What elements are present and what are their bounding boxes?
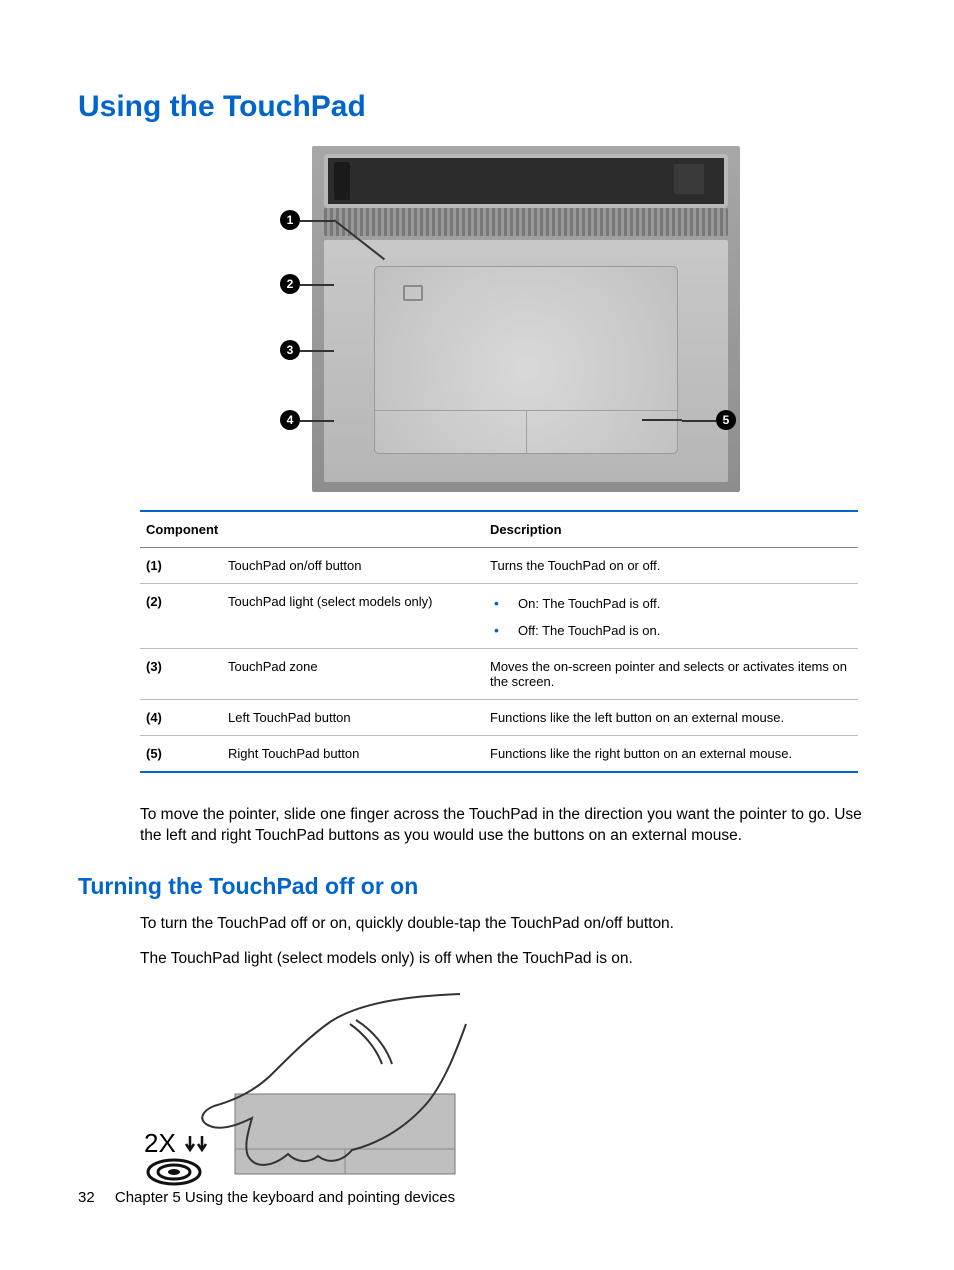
row-component: Right TouchPad button [222,736,484,773]
list-item: On: The TouchPad is off. [510,594,852,621]
table-row: (2) TouchPad light (select models only) … [140,584,858,649]
tap-label: 2X [144,1128,176,1158]
page-number: 32 [78,1189,95,1206]
row-num: (4) [140,700,222,736]
row-description: Functions like the left button on an ext… [484,700,858,736]
paragraph-doubletap: To turn the TouchPad off or on, quickly … [140,914,876,935]
callout-3: 3 [280,340,300,360]
callout-5: 5 [716,410,736,430]
row-num: (5) [140,736,222,773]
callout-1-label: 1 [287,213,294,227]
row-num: (2) [140,584,222,649]
row-description: Functions like the right button on an ex… [484,736,858,773]
subsection-title: Turning the TouchPad off or on [78,873,876,900]
keyboard-strip [324,154,728,208]
table-header-row: Component Description [140,511,858,548]
page-footer: 32 Chapter 5 Using the keyboard and poin… [78,1189,455,1206]
row-component: TouchPad light (select models only) [222,584,484,649]
row-description: Moves the on-screen pointer and selects … [484,649,858,700]
touchpad-diagram: 1 2 3 4 5 [276,146,740,492]
row-component: TouchPad on/off button [222,548,484,584]
callout-4: 4 [280,410,300,430]
row-component: Left TouchPad button [222,700,484,736]
page: Using the TouchPad 1 2 3 4 5 Componen [0,0,954,1270]
table-header-component: Component [140,511,484,548]
row-description: On: The TouchPad is off. Off: The TouchP… [484,584,858,649]
table-row: (3) TouchPad zone Moves the on-screen po… [140,649,858,700]
row-component: TouchPad zone [222,649,484,700]
paragraph-light: The TouchPad light (select models only) … [140,949,876,970]
laptop-panel [312,146,740,492]
row-description-list: On: The TouchPad is off. Off: The TouchP… [490,594,852,638]
component-table: Component Description (1) TouchPad on/of… [140,510,858,773]
hinge-strip [324,208,728,236]
touchpad-toggle-icon [403,285,423,301]
touchpad-diagram-container: 1 2 3 4 5 [140,146,876,492]
callout-1: 1 [280,210,300,230]
callout-2: 2 [280,274,300,294]
paragraph-intro: To move the pointer, slide one finger ac… [140,805,876,847]
table-row: (1) TouchPad on/off button Turns the Tou… [140,548,858,584]
row-description: Turns the TouchPad on or off. [484,548,858,584]
callout-3-label: 3 [287,343,294,357]
touchpad-surface [374,266,678,454]
table-row: (4) Left TouchPad button Functions like … [140,700,858,736]
double-tap-illustration: 2X [140,984,470,1189]
touchpad-button-center-divider [526,411,527,453]
table-header-description: Description [484,511,858,548]
callout-2-label: 2 [287,277,294,291]
row-num: (3) [140,649,222,700]
page-title: Using the TouchPad [78,90,876,124]
list-item: Off: The TouchPad is on. [510,621,852,638]
row-num: (1) [140,548,222,584]
callout-4-label: 4 [287,413,294,427]
callout-5-label: 5 [723,413,730,427]
chapter-label: Chapter 5 Using the keyboard and pointin… [115,1189,455,1206]
table-row: (5) Right TouchPad button Functions like… [140,736,858,773]
